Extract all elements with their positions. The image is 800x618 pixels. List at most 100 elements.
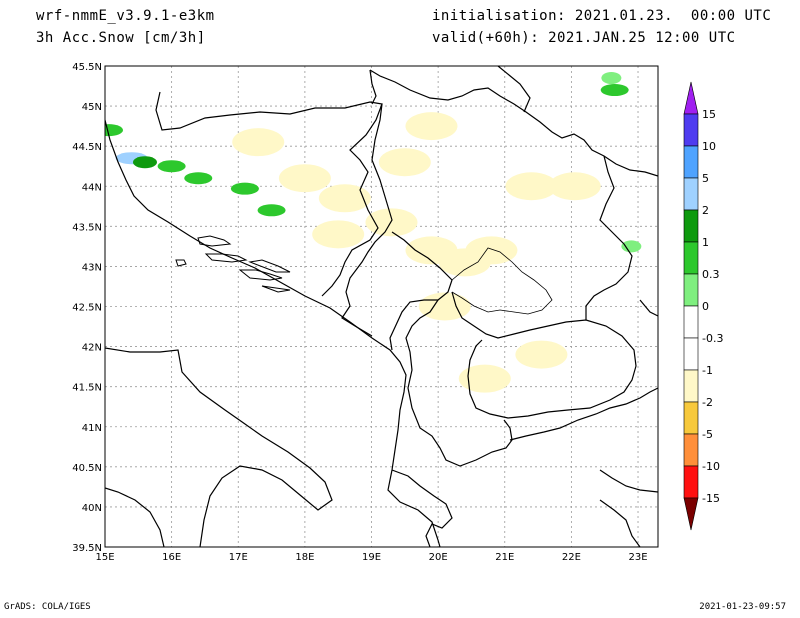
lat-tick-label: 43.5N bbox=[72, 222, 102, 233]
snow-patch bbox=[105, 124, 123, 137]
croatia-bosnia-border bbox=[155, 91, 383, 297]
colorbar-segment bbox=[683, 145, 699, 179]
lat-tick-label: 42.5N bbox=[72, 303, 102, 314]
lon-tick-label: 16E bbox=[162, 552, 181, 563]
valid-time: valid(+60h): 2021.JAN.25 12:00 UTC bbox=[432, 30, 736, 46]
greece-coast bbox=[391, 469, 453, 547]
lat-tick-label: 40.5N bbox=[72, 463, 102, 474]
snow-patch bbox=[600, 84, 629, 97]
snow-patch bbox=[548, 172, 601, 201]
snow-patch bbox=[515, 340, 568, 369]
grads-credit: GrADS: COLA/IGES bbox=[4, 602, 91, 612]
romania-east bbox=[497, 66, 531, 113]
model-title: wrf-nmmE_v3.9.1-e3km bbox=[36, 8, 215, 24]
lat-tick-label: 44.5N bbox=[72, 142, 102, 153]
montenegro-border bbox=[389, 231, 453, 351]
island-mljet bbox=[261, 285, 291, 293]
lat-tick-label: 42N bbox=[82, 343, 102, 354]
lon-tick-label: 19E bbox=[362, 552, 381, 563]
lat-tick-label: 40N bbox=[82, 503, 102, 514]
colorbar-segment bbox=[683, 369, 699, 403]
colorbar-segment bbox=[683, 113, 699, 147]
kosovo-border bbox=[451, 247, 553, 315]
field-title: 3h Acc.Snow [cm/3h] bbox=[36, 30, 206, 46]
adriatic-coastline bbox=[105, 119, 441, 547]
colorbar-label: 10 bbox=[702, 140, 716, 153]
colorbar-segment bbox=[683, 241, 699, 275]
colorbar-label: 1 bbox=[702, 236, 709, 249]
lat-tick-label: 41N bbox=[82, 423, 102, 434]
colorbar-label: -10 bbox=[702, 460, 720, 473]
colorbar-segment bbox=[683, 177, 699, 211]
island-vis bbox=[175, 259, 187, 267]
colorbar-label: -1 bbox=[702, 364, 713, 377]
colorbar: 15 10 5 2 1 0.3 0 -0.3 -1 -2 -5 -10 -15 bbox=[683, 81, 723, 531]
lat-tick-label: 43N bbox=[82, 262, 102, 273]
snow-patch bbox=[318, 184, 371, 213]
lon-tick-label: 21E bbox=[495, 552, 514, 563]
map-grid: 45.5N 45N 44.5N 44N 43.5N 43N 42.5N 42N 41.5N 41N… bbox=[72, 62, 658, 563]
snow-patch bbox=[312, 220, 365, 249]
greece-north-border bbox=[509, 387, 658, 441]
italy-west-coast bbox=[105, 487, 165, 547]
lon-tick-label: 17E bbox=[229, 552, 248, 563]
colorbar-label: 2 bbox=[702, 204, 709, 217]
snow-patch bbox=[621, 240, 642, 253]
aegean-coast-2 bbox=[599, 499, 641, 547]
snow-patch bbox=[505, 172, 558, 201]
snow-patch bbox=[184, 172, 213, 185]
snow-patch bbox=[458, 364, 511, 393]
colorbar-label: 15 bbox=[702, 108, 716, 121]
snow-patch bbox=[232, 128, 285, 157]
init-time: initialisation: 2021.01.23. 00:00 UTC bbox=[432, 8, 772, 24]
lon-tick-label: 23E bbox=[628, 552, 647, 563]
snow-patch bbox=[278, 164, 331, 193]
lon-tick-label: 18E bbox=[295, 552, 314, 563]
lon-tick-label: 20E bbox=[429, 552, 448, 563]
lat-tick-label: 39.5N bbox=[72, 543, 102, 554]
colorbar-top-arrow bbox=[683, 81, 699, 115]
snow-patch bbox=[365, 208, 418, 237]
colorbar-label: -2 bbox=[702, 396, 713, 409]
danube-border bbox=[369, 69, 658, 177]
colorbar-label: 0 bbox=[702, 300, 709, 313]
colorbar-segment bbox=[683, 209, 699, 243]
snow-patch bbox=[601, 72, 622, 85]
snow-field bbox=[105, 72, 642, 393]
lat-tick-label: 41.5N bbox=[72, 383, 102, 394]
snow-patch bbox=[230, 182, 259, 195]
lat-tick-label: 45.5N bbox=[72, 62, 102, 73]
snow-patch bbox=[405, 112, 458, 141]
island-hvar bbox=[204, 253, 248, 263]
island-korcula bbox=[238, 269, 283, 281]
lon-tick-label: 15E bbox=[95, 552, 114, 563]
hungary-border bbox=[369, 69, 377, 105]
snow-patch bbox=[418, 292, 471, 321]
snow-patch bbox=[132, 156, 157, 169]
lon-tick-label: 22E bbox=[562, 552, 581, 563]
colorbar-label: -0.3 bbox=[702, 332, 723, 345]
colorbar-segment bbox=[683, 305, 699, 339]
colorbar-segment bbox=[683, 433, 699, 467]
colorbar-label: -15 bbox=[702, 492, 720, 505]
serbia-bulgaria-border bbox=[585, 155, 633, 320]
map-frame bbox=[104, 65, 659, 548]
colorbar-label: -5 bbox=[702, 428, 713, 441]
plot-timestamp: 2021-01-23-09:57 bbox=[699, 602, 786, 612]
colorbar-bottom-arrow bbox=[683, 497, 699, 531]
colorbar-segment bbox=[683, 273, 699, 307]
snow-patch bbox=[157, 160, 186, 173]
colorbar-label: 0.3 bbox=[702, 268, 720, 281]
snow-patch bbox=[465, 236, 518, 265]
colorbar-label: 5 bbox=[702, 172, 709, 185]
italy-coastline bbox=[105, 347, 333, 547]
bosnia-serbia-border bbox=[341, 103, 393, 337]
albania-east-border bbox=[405, 299, 513, 467]
island-peljesac bbox=[248, 259, 291, 273]
lat-tick-label: 45N bbox=[82, 102, 102, 113]
colorbar-segment bbox=[683, 337, 699, 371]
lat-tick-label: 44N bbox=[82, 182, 102, 193]
snow-patch bbox=[378, 148, 431, 177]
island-brac bbox=[197, 235, 232, 247]
